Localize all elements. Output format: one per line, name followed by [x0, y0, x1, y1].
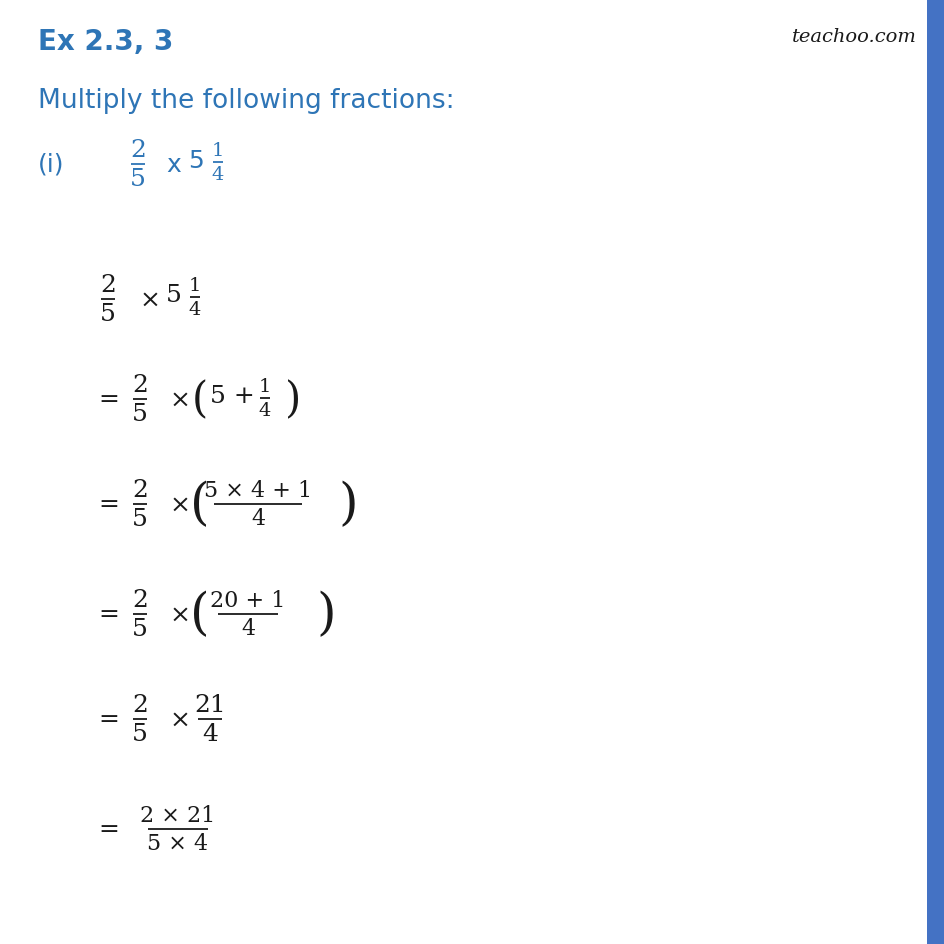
Text: =: = — [98, 603, 119, 626]
Text: (: ( — [190, 590, 210, 639]
Text: 5: 5 — [188, 149, 204, 173]
Text: ): ) — [285, 379, 301, 421]
Text: =: = — [98, 818, 119, 840]
Text: 5: 5 — [166, 284, 181, 307]
Text: x: x — [166, 153, 180, 177]
Text: ): ) — [315, 590, 335, 639]
Text: ): ) — [338, 480, 357, 530]
Text: 4: 4 — [202, 722, 218, 745]
Text: ×: × — [170, 388, 191, 411]
Text: (: ( — [190, 480, 210, 530]
Text: 20 + 1: 20 + 1 — [211, 589, 285, 612]
Text: 1: 1 — [259, 378, 271, 396]
Text: 2: 2 — [130, 139, 145, 161]
Text: 5: 5 — [132, 508, 148, 531]
Bar — [926, 0, 944, 944]
Text: 2: 2 — [132, 374, 148, 396]
Text: 2 × 21: 2 × 21 — [141, 804, 215, 826]
Text: ×: × — [170, 708, 191, 731]
Text: 1: 1 — [189, 277, 201, 295]
Text: 4: 4 — [189, 301, 201, 319]
Text: 21: 21 — [194, 693, 226, 716]
Text: Multiply the following fractions:: Multiply the following fractions: — [38, 88, 454, 114]
Text: 5 × 4 + 1: 5 × 4 + 1 — [204, 480, 312, 501]
Text: =: = — [98, 708, 119, 731]
Text: 5: 5 — [132, 617, 148, 640]
Text: ×: × — [140, 288, 160, 312]
Text: =: = — [98, 493, 119, 516]
Text: (i): (i) — [38, 153, 64, 177]
Text: 4: 4 — [251, 508, 264, 530]
Text: 2: 2 — [132, 479, 148, 501]
Text: 4: 4 — [211, 166, 224, 184]
Text: Ex 2.3, 3: Ex 2.3, 3 — [38, 28, 173, 56]
Text: ×: × — [170, 493, 191, 516]
Text: 2: 2 — [132, 693, 148, 716]
Text: 5: 5 — [132, 722, 148, 745]
Text: =: = — [98, 388, 119, 411]
Text: 4: 4 — [241, 617, 255, 639]
Text: 2: 2 — [100, 274, 116, 296]
Text: 5: 5 — [100, 303, 116, 326]
Text: 2: 2 — [132, 588, 148, 612]
Text: (: ( — [192, 379, 208, 421]
Text: ×: × — [170, 603, 191, 626]
Text: 1: 1 — [211, 142, 224, 160]
Text: 5 × 4: 5 × 4 — [147, 832, 209, 854]
Text: 5: 5 — [130, 168, 145, 191]
Text: 4: 4 — [259, 401, 271, 419]
Text: 5 +: 5 + — [210, 385, 255, 408]
Text: teachoo.com: teachoo.com — [791, 28, 916, 46]
Text: 5: 5 — [132, 402, 148, 426]
